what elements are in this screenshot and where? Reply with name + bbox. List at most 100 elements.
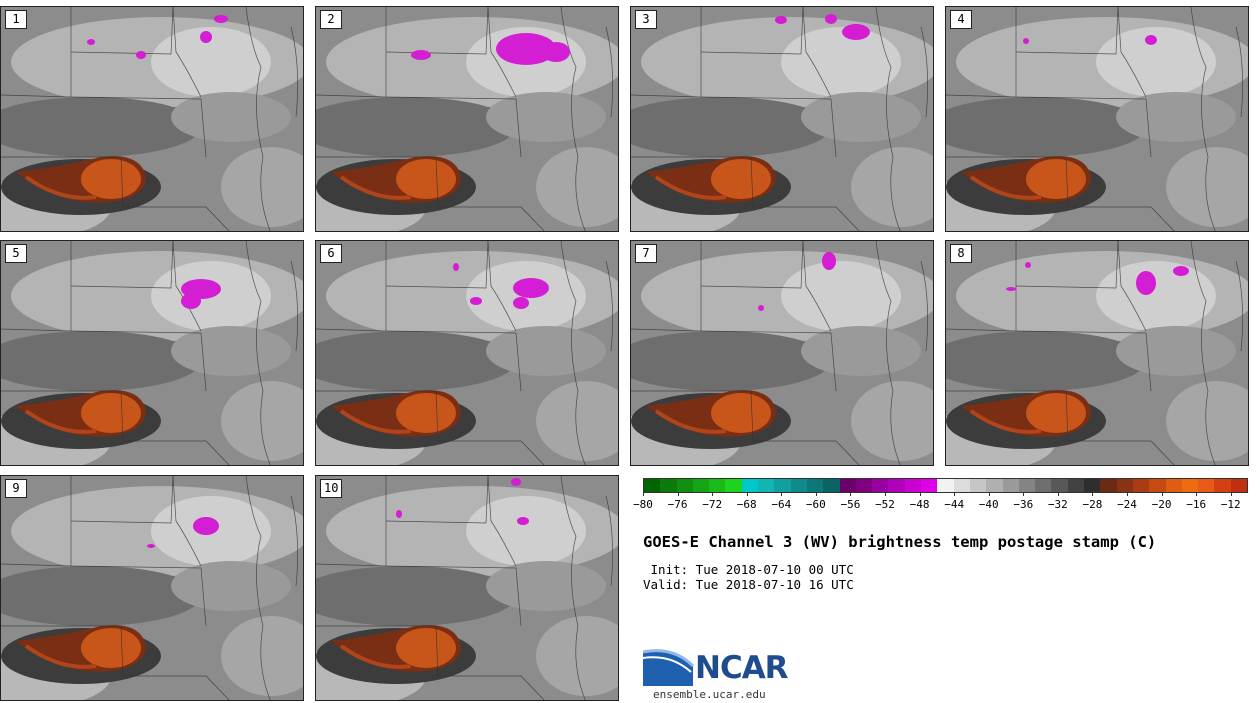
colorbar-tick-label: −40 (978, 498, 999, 511)
colorbar-tick-label: −44 (944, 498, 965, 511)
colorbar-tick-label: −80 (633, 498, 653, 511)
colorbar-tick-mark (781, 492, 783, 496)
colorbar-segment (855, 479, 873, 492)
colorbar-tick-label: −20 (1151, 498, 1172, 511)
colorbar-tick-mark (885, 492, 886, 496)
colorbar-tick-mark (919, 492, 921, 496)
panel-number: 10 (320, 479, 343, 498)
colorbar-tick-mark (1023, 492, 1025, 496)
colorbar-tick-mark (677, 492, 679, 496)
colorbar (643, 478, 1248, 493)
colorbar-segment (1149, 479, 1166, 492)
colorbar-segment (823, 479, 840, 492)
init-time: Init: Tue 2018-07-10 00 UTC (643, 562, 854, 577)
panel-number: 7 (635, 244, 657, 263)
colorbar-tick-mark (643, 492, 644, 496)
colorbar-tick-label: −48 (909, 498, 930, 511)
panel-number: 3 (635, 10, 657, 29)
colorbar-segment (1198, 479, 1215, 492)
colorbar-segment (1051, 479, 1068, 492)
colorbar-tick-label: −32 (1047, 498, 1068, 511)
panel-number: 1 (5, 10, 27, 29)
colorbar-tick-label: −52 (875, 498, 895, 511)
colorbar-segment (692, 479, 710, 492)
logo-url: ensemble.ucar.edu (653, 688, 766, 701)
colorbar-segment (1181, 479, 1199, 492)
colorbar-segment (774, 479, 791, 492)
colorbar-tick-label: −28 (1082, 498, 1103, 511)
colorbar-segment (986, 479, 1003, 492)
colorbar-tick-label: −76 (667, 498, 688, 511)
colorbar-segment (644, 479, 661, 492)
colorbar-segment (888, 479, 905, 492)
panel-number: 6 (320, 244, 342, 263)
logo-name: NCAR (695, 650, 789, 686)
map-panel: 2 (315, 6, 619, 232)
map-panel: 6 (315, 240, 619, 466)
colorbar-tick-label: −16 (1186, 498, 1207, 511)
map-panel: 8 (945, 240, 1249, 466)
colorbar-tick-mark (1161, 492, 1163, 496)
colorbar-segment (1165, 479, 1182, 492)
panel-number: 9 (5, 479, 27, 498)
panel-number: 8 (950, 244, 972, 263)
colorbar-segment (969, 479, 987, 492)
colorbar-tick-label: −68 (736, 498, 757, 511)
colorbar-tick-mark (815, 492, 817, 496)
colorbar-segment (872, 479, 889, 492)
colorbar-tick-mark (1057, 492, 1059, 496)
colorbar-segment (937, 479, 954, 492)
colorbar-segment (790, 479, 807, 492)
panel-number: 2 (320, 10, 342, 29)
colorbar-tick-mark (712, 492, 714, 496)
colorbar-segment (1230, 479, 1247, 492)
colorbar-tick-label: −36 (1013, 498, 1034, 511)
colorbar-segment (953, 479, 970, 492)
panel-number: 4 (950, 10, 972, 29)
colorbar-segment (806, 479, 824, 492)
colorbar-tick-mark (850, 492, 852, 496)
colorbar-segment (921, 479, 938, 492)
colorbar-tick-label: −64 (771, 498, 792, 511)
colorbar-tick-label: −12 (1220, 498, 1241, 511)
colorbar-segment (1002, 479, 1019, 492)
colorbar-segment (660, 479, 677, 492)
map-panel: 5 (0, 240, 304, 466)
colorbar-tick-mark (1196, 492, 1198, 496)
map-panel: 7 (630, 240, 934, 466)
map-panel: 1 (0, 6, 304, 232)
colorbar-segment (758, 479, 775, 492)
colorbar-segment (1116, 479, 1133, 492)
colorbar-segment (1132, 479, 1150, 492)
map-panel: 4 (945, 6, 1249, 232)
ncar-logo-icon (643, 649, 695, 686)
figure-title: GOES-E Channel 3 (WV) brightness temp po… (643, 533, 1157, 551)
colorbar-tick-mark (1230, 492, 1232, 496)
map-panel: 3 (630, 6, 934, 232)
colorbar-tick-mark (746, 492, 748, 496)
colorbar-segment (725, 479, 742, 492)
map-panel: 9 (0, 475, 304, 701)
colorbar-tick-label: −56 (840, 498, 861, 511)
colorbar-tick-mark (1092, 492, 1094, 496)
colorbar-segment (676, 479, 693, 492)
colorbar-tick-label: −24 (1117, 498, 1137, 511)
valid-time: Valid: Tue 2018-07-10 16 UTC (643, 577, 854, 592)
colorbar-segment (709, 479, 726, 492)
panel-number: 5 (5, 244, 27, 263)
colorbar-tick-label: −60 (805, 498, 826, 511)
colorbar-segment (1214, 479, 1231, 492)
colorbar-segment (904, 479, 922, 492)
colorbar-segment (1018, 479, 1036, 492)
colorbar-tick-mark (1127, 492, 1128, 496)
map-panel: 10 (315, 475, 619, 701)
colorbar-segment (839, 479, 856, 492)
colorbar-tick-mark (954, 492, 956, 496)
colorbar-tick-mark (988, 492, 990, 496)
colorbar-segment (1100, 479, 1117, 492)
colorbar-segment (1084, 479, 1101, 492)
colorbar-segment (1035, 479, 1052, 492)
colorbar-tick-label: −72 (702, 498, 723, 511)
colorbar-segment (741, 479, 759, 492)
colorbar-segment (1067, 479, 1085, 492)
